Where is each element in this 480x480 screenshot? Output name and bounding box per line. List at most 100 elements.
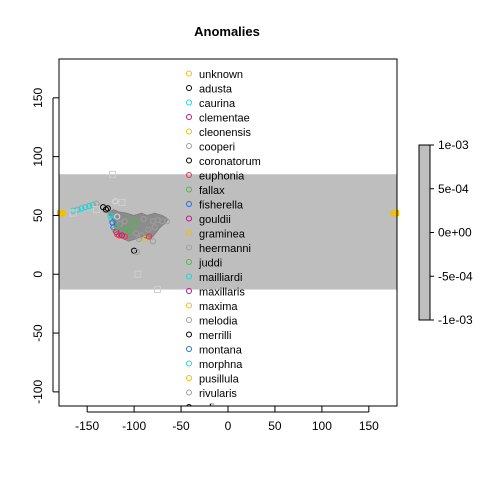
y-tick-label: 100: [31, 146, 45, 166]
legend-marker: [186, 273, 192, 280]
x-tick-label: -100: [122, 419, 146, 433]
data-point: [112, 198, 119, 205]
data-point: [132, 229, 140, 237]
data-point: [108, 215, 115, 223]
legend-label: cooperi: [199, 142, 235, 154]
legend-marker: [186, 404, 192, 406]
data-point: [126, 214, 133, 221]
y-axis: -100 -50 0 50 100 150: [31, 87, 59, 404]
x-tick-label: 100: [312, 419, 332, 433]
y-tick-label: 50: [31, 208, 45, 222]
legend-marker: [186, 389, 192, 396]
x-tick-label: 150: [359, 419, 379, 433]
legend-label: fisherella: [199, 200, 244, 212]
legend-label: graminea: [199, 229, 246, 241]
legend-marker: [186, 215, 192, 222]
legend-label: mailliardi: [199, 272, 242, 284]
data-point: [82, 204, 89, 211]
square-marker: [154, 286, 162, 294]
data-point: [85, 202, 93, 210]
legend-label: merrilli: [199, 330, 231, 342]
legend-label: rivularis: [199, 388, 237, 400]
data-point: [145, 226, 152, 233]
data-point: [126, 228, 133, 236]
colorbar-rect: [418, 144, 431, 321]
legend-label: euphonia: [199, 171, 245, 183]
legend-marker: [186, 375, 192, 381]
legend-marker: [186, 259, 192, 265]
legend-marker: [186, 201, 192, 207]
data-point: [129, 224, 136, 231]
data-point: [89, 201, 96, 208]
square-marker: [69, 209, 77, 217]
legend-marker: [186, 244, 192, 251]
colorbar: 1e-03 5e-04 0e+00 -5e-04 -1e-03: [418, 138, 473, 327]
data-point: [159, 218, 166, 225]
plot-area: [56, 58, 400, 407]
y-tick-label: 150: [31, 87, 45, 107]
colorbar-label: 0e+00: [438, 226, 472, 240]
legend-marker: [186, 186, 192, 193]
legend-label: montana: [199, 345, 243, 357]
data-point: [114, 213, 121, 220]
legend-marker: [186, 70, 192, 77]
square-marker: [93, 206, 101, 214]
square-marker: [118, 199, 126, 207]
x-tick-label: -150: [75, 419, 99, 433]
data-point: [104, 205, 111, 212]
legend-label: juddi: [198, 258, 222, 270]
legend-marker: [186, 302, 192, 309]
colorbar-label: -5e-04: [438, 269, 473, 283]
legend-marker: [186, 317, 192, 323]
edge-marker: [56, 210, 65, 217]
data-point: [131, 218, 138, 225]
colorbar-label: -1e-03: [438, 313, 473, 327]
legend-label: coronatorum: [199, 156, 261, 168]
legend-marker: [186, 331, 192, 338]
legend-marker: [186, 360, 192, 367]
legend-label: clementae: [199, 113, 250, 125]
data-point: [114, 224, 121, 231]
legend-label: gouldii: [199, 214, 231, 226]
square-marker: [109, 170, 117, 178]
data-point: [151, 224, 158, 231]
data-point: [140, 215, 147, 223]
legend-label: rufina: [199, 403, 227, 415]
data-point: [118, 232, 126, 239]
legend-marker: [186, 172, 192, 178]
colorbar-label: 5e-04: [438, 182, 469, 196]
legend-label: fallax: [199, 185, 225, 197]
data-point: [131, 247, 138, 254]
legend-marker: [186, 85, 192, 91]
data-point: [78, 205, 85, 212]
x-tick-label: 50: [268, 419, 282, 433]
legend-label: adusta: [199, 84, 233, 96]
data-point: [133, 248, 141, 256]
legend-label: maxillaris: [199, 287, 245, 299]
legend-label: unknown: [199, 69, 243, 81]
colorbar-label: 1e-03: [438, 138, 469, 152]
legend-label: cleonensis: [199, 127, 251, 139]
edge-marker: [391, 210, 400, 217]
square-markers: [69, 170, 162, 294]
legend-marker: [186, 157, 192, 164]
data-point: [121, 218, 128, 225]
data-point: [149, 238, 156, 245]
x-tick-label: -50: [172, 419, 190, 433]
legend-label: morphna: [199, 359, 243, 371]
y-tick-label: 0: [31, 271, 45, 278]
legend-marker: [186, 114, 192, 120]
legend-marker: [186, 288, 192, 294]
data-point: [121, 233, 128, 240]
y-tick-label: -100: [31, 380, 45, 404]
data-point: [146, 233, 153, 240]
legend-label: caurina: [199, 98, 236, 110]
y-tick-label: -50: [31, 324, 45, 342]
data-point: [115, 232, 123, 239]
data-point: [138, 232, 145, 239]
legend-marker: [186, 230, 192, 236]
colorbar-ticks: 1e-03 5e-04 0e+00 -5e-04 -1e-03: [430, 138, 473, 327]
square-marker: [134, 270, 142, 278]
legend-marker: [186, 346, 192, 352]
